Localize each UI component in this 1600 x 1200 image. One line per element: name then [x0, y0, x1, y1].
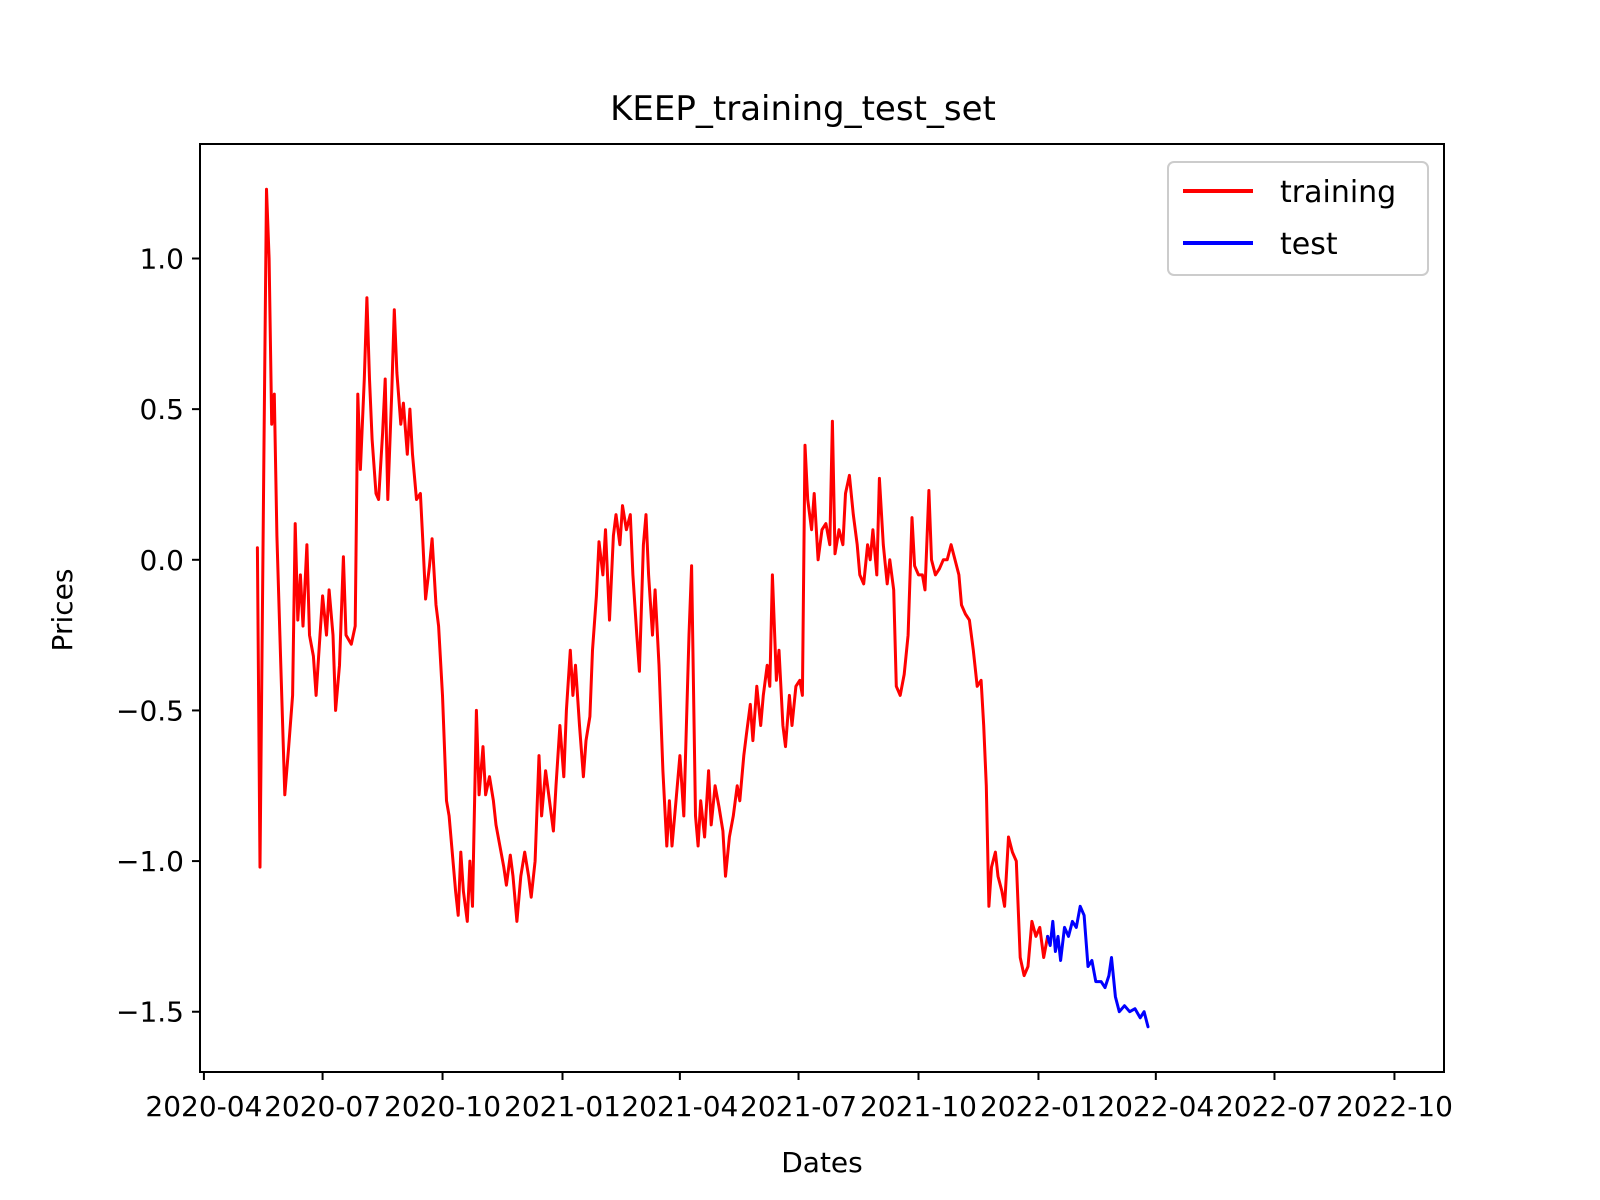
x-tick-label: 2020-04: [145, 1090, 262, 1123]
y-tick-label: −1.0: [116, 845, 184, 878]
y-axis: 1.0 0.5 0.0 −0.5 −1.0 −1.5: [116, 242, 200, 1029]
x-axis-label: Dates: [781, 1146, 863, 1179]
y-tick-label: −1.5: [116, 996, 184, 1029]
legend-test-label: test: [1280, 227, 1338, 262]
legend-training-label: training: [1280, 175, 1396, 210]
x-tick-label: 2022-10: [1336, 1090, 1453, 1123]
y-tick-label: −0.5: [116, 694, 184, 727]
series-line-test: [1046, 904, 1150, 1029]
plot-area-frame: [199, 143, 1445, 1073]
chart-title: KEEP_training_test_set: [610, 89, 996, 129]
x-tick-label: 2022-07: [1216, 1090, 1333, 1123]
x-tick-label: 2021-01: [504, 1090, 621, 1123]
x-tick-label: 2020-10: [384, 1090, 501, 1123]
x-tick-label: 2021-10: [860, 1090, 977, 1123]
y-tick-label: 0.5: [139, 393, 184, 426]
x-tick-label: 2021-07: [740, 1090, 857, 1123]
x-tick-label: 2022-01: [980, 1090, 1097, 1123]
legend: training test: [1167, 161, 1429, 276]
series-line-training: [255, 187, 1050, 978]
y-tick-label: 1.0: [139, 242, 184, 275]
x-tick-label: 2020-07: [264, 1090, 381, 1123]
x-axis: 2020-04 2020-07 2020-10 2021-01 2021-04 2021-…: [145, 1072, 1453, 1123]
series-layer: [255, 187, 1150, 1029]
y-tick-label: 0.0: [139, 544, 184, 577]
y-axis-label: Prices: [46, 569, 79, 652]
x-tick-label: 2021-04: [621, 1090, 738, 1123]
x-tick-label: 2022-04: [1097, 1090, 1214, 1123]
